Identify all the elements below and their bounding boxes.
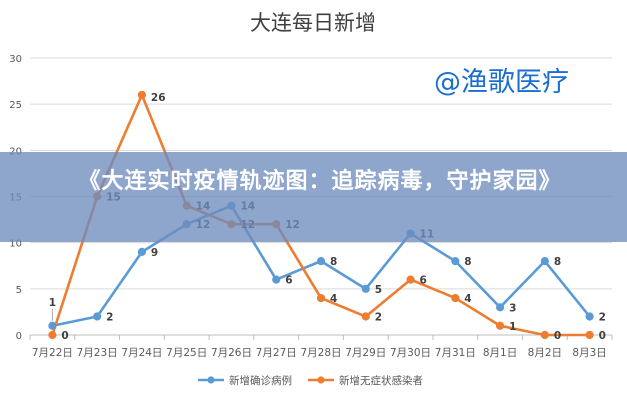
x-tick-label: 8月2日 — [528, 347, 562, 359]
y-tick-label: 20 — [9, 146, 22, 157]
y-tick-label: 0 — [16, 331, 22, 342]
watermark: @渔歌医疗 — [434, 67, 569, 98]
data-point — [137, 247, 147, 256]
x-tick-label: 7月25日 — [166, 347, 207, 359]
data-label: 8 — [330, 256, 337, 268]
data-label: 26 — [151, 92, 166, 104]
data-point — [495, 321, 505, 330]
data-label: 3 — [509, 302, 516, 314]
x-tick-label: 7月26日 — [211, 347, 252, 359]
legend-marker — [317, 376, 325, 384]
x-tick-label: 7月31日 — [435, 347, 476, 359]
data-label: 8 — [554, 256, 561, 268]
y-tick-label: 30 — [9, 54, 22, 65]
data-point — [585, 330, 594, 340]
data-point — [316, 293, 326, 303]
data-label: 9 — [151, 247, 158, 259]
data-label: 2 — [106, 312, 113, 324]
data-point — [451, 293, 460, 303]
data-point — [48, 321, 57, 330]
data-label: 5 — [375, 284, 382, 296]
data-label: 1 — [509, 321, 516, 333]
x-tick-label: 7月24日 — [121, 347, 162, 359]
y-tick-label: 25 — [9, 100, 22, 111]
data-label: 0 — [599, 330, 606, 342]
data-point — [316, 257, 326, 266]
data-point — [495, 303, 505, 312]
data-point — [451, 257, 460, 266]
data-label: 2 — [599, 312, 606, 324]
data-label: 8 — [464, 256, 471, 268]
data-label: 1 — [49, 297, 56, 309]
x-axis-ticks: 7月22日 7月23日 7月24日 7月25日 7月26日 7月27日 7月28日 7月29日… — [29, 335, 613, 359]
data-label: 2 — [375, 312, 382, 324]
data-point — [540, 330, 549, 340]
banner-title: 《大连实时疫情轨迹图：追踪病毒，守护家园》 — [78, 169, 562, 194]
x-tick-label: 7月28日 — [300, 347, 341, 359]
data-point — [93, 312, 102, 321]
legend-label: 新增确诊病例 — [229, 374, 292, 387]
x-tick-label: 8月3日 — [572, 347, 606, 359]
y-tick-label: 10 — [9, 239, 22, 250]
x-tick-label: 7月29日 — [345, 347, 386, 359]
data-point — [406, 275, 415, 284]
data-label: 0 — [554, 330, 561, 342]
data-label: 0 — [61, 330, 68, 342]
x-tick-label: 7月22日 — [32, 347, 73, 359]
data-point — [540, 257, 549, 266]
data-point — [361, 284, 370, 293]
data-point — [585, 312, 594, 321]
y-tick-label: 5 — [16, 285, 22, 296]
data-point — [272, 275, 281, 284]
data-label: 4 — [464, 293, 471, 305]
legend-label: 新增无症状感染者 — [339, 374, 423, 387]
data-label: 4 — [330, 293, 337, 305]
legend-marker — [207, 376, 215, 384]
data-label: 6 — [285, 275, 292, 287]
data-point — [137, 90, 147, 100]
x-tick-label: 7月30日 — [390, 347, 431, 359]
x-tick-label: 7月23日 — [77, 347, 118, 359]
x-tick-label: 7月27日 — [256, 347, 297, 359]
legend: 新增确诊病例 新增无症状感染者 — [198, 374, 423, 387]
data-point — [48, 330, 57, 340]
data-label: 6 — [420, 275, 427, 287]
title-banner: 《大连实时疫情轨迹图：追踪病毒，守护家园》 — [0, 152, 627, 242]
chart-title: 大连每日新增 — [250, 11, 376, 35]
data-point — [361, 312, 370, 321]
x-tick-label: 8月1日 — [483, 347, 517, 359]
